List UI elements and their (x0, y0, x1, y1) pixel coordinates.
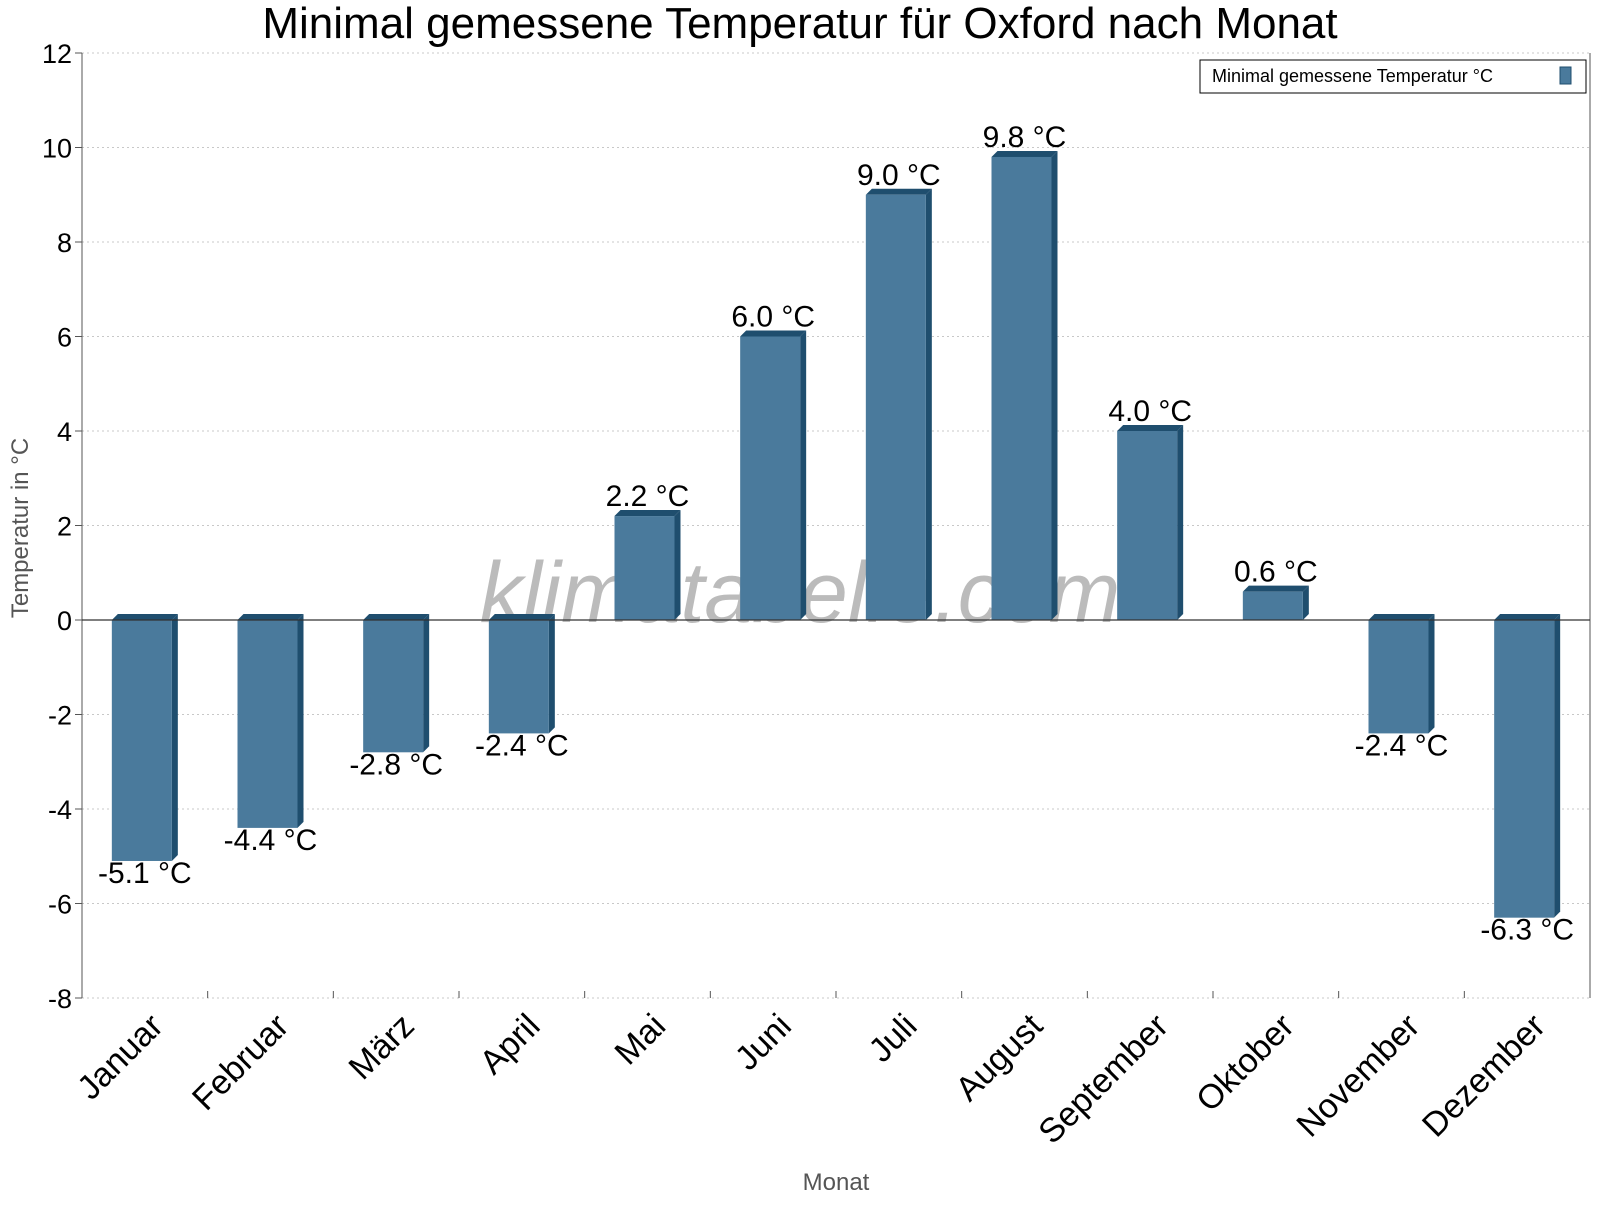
bar-front (991, 156, 1052, 620)
bar-top (237, 614, 304, 620)
legend-swatch (1559, 66, 1572, 85)
x-tick-label: Mai (608, 1007, 674, 1073)
bar-side (297, 614, 304, 828)
bar-side (1051, 150, 1058, 620)
x-tick-label: März (342, 1007, 422, 1087)
bar-märz (363, 614, 430, 753)
bar-front (614, 516, 675, 620)
bar-top (363, 614, 430, 620)
legend: Minimal gemessene Temperatur °C (1199, 59, 1587, 94)
y-tick-label: 0 (57, 606, 72, 636)
bar-september (1117, 425, 1184, 620)
bar-value-label: 2.2 °C (606, 480, 690, 513)
bar-top (1117, 425, 1184, 431)
bar-front (1242, 591, 1303, 620)
bar-februar (237, 614, 304, 828)
y-tick-label: -8 (48, 984, 72, 1014)
bar-dezember (1494, 614, 1561, 918)
bar-april (488, 614, 555, 734)
x-tick-label: Januar (70, 1007, 170, 1107)
bar-side (423, 614, 430, 753)
bar-value-labels: -5.1 °C -4.4 °C -2.8 °C -2.4 °C 2.2 °C 6.0 °C… (98, 121, 1574, 947)
bar-side (171, 614, 178, 861)
x-axis-title: Monat (803, 1169, 870, 1196)
y-tick-label: 2 (57, 512, 72, 542)
bar-front (488, 620, 549, 734)
x-tick-label: September (1031, 1007, 1175, 1151)
bar-november (1368, 614, 1435, 734)
x-tick-label: November (1289, 1007, 1427, 1145)
bar-side (1177, 425, 1184, 620)
bar-mai (614, 510, 681, 620)
bar-front (363, 620, 424, 753)
bar-top (488, 614, 555, 620)
y-tick-label: -2 (48, 701, 72, 731)
bar-juni (740, 330, 807, 620)
bar-value-label: -2.4 °C (1355, 729, 1449, 762)
y-tick-label: 8 (57, 228, 72, 258)
bars (111, 150, 1561, 918)
bar-side (548, 614, 555, 734)
bar-juli (865, 188, 932, 620)
y-tick-label: -6 (48, 890, 72, 920)
bar-januar (111, 614, 178, 861)
x-tick-label: April (473, 1007, 548, 1082)
bar-top (865, 188, 932, 195)
bar-value-label: -5.1 °C (98, 857, 192, 890)
bar-value-label: -2.8 °C (349, 748, 443, 781)
x-tick-label: Dezember (1415, 1007, 1553, 1145)
bar-top (1242, 585, 1309, 592)
bar-front (111, 620, 172, 861)
legend-box (1199, 59, 1587, 94)
bar-side (1302, 585, 1309, 620)
bar-side (800, 330, 807, 620)
bar-front (740, 336, 801, 620)
bar-side (674, 510, 681, 620)
bar-side (925, 188, 932, 620)
bar-august (991, 150, 1058, 620)
y-tick-label: 10 (42, 134, 72, 164)
bar-top (1368, 614, 1435, 620)
bar-front (1117, 431, 1178, 620)
y-tick-label: 4 (57, 417, 72, 447)
bar-value-label: -2.4 °C (475, 729, 569, 762)
bar-front (865, 194, 926, 620)
chart-title: Minimal gemessene Temperatur für Oxford … (262, 0, 1337, 48)
bar-value-label: 9.8 °C (983, 121, 1067, 154)
y-tick-label: 6 (57, 323, 72, 353)
bar-value-label: 0.6 °C (1234, 556, 1318, 589)
bar-top (111, 614, 178, 620)
bar-oktober (1242, 585, 1309, 620)
x-tick-label: Oktober (1189, 1007, 1301, 1119)
legend-label: Minimal gemessene Temperatur °C (1212, 66, 1493, 86)
y-tick-label: 12 (42, 39, 72, 69)
bar-value-label: -6.3 °C (1480, 914, 1574, 947)
x-tick-label: August (948, 1006, 1050, 1108)
bar-value-label: 9.0 °C (857, 159, 941, 192)
bar-value-label: -4.4 °C (224, 824, 318, 857)
bar-top (740, 330, 807, 337)
y-axis-title: Temperatur in °C (7, 438, 34, 618)
y-tick-label: -4 (48, 795, 72, 825)
bar-front (1494, 620, 1555, 918)
x-tick-label: Juli (862, 1007, 925, 1070)
bar-value-label: 4.0 °C (1108, 395, 1192, 428)
bar-top (614, 510, 681, 517)
bar-top (991, 150, 1058, 157)
bar-side (1428, 614, 1435, 734)
bar-front (1368, 620, 1429, 734)
bar-top (1494, 614, 1561, 620)
grid-lines (82, 52, 1590, 999)
x-tick-label: Juni (728, 1007, 799, 1078)
x-tick-label: Februar (185, 1007, 296, 1118)
bar-front (237, 620, 298, 828)
bar-value-label: 6.0 °C (731, 301, 815, 334)
bar-side (1554, 614, 1561, 918)
